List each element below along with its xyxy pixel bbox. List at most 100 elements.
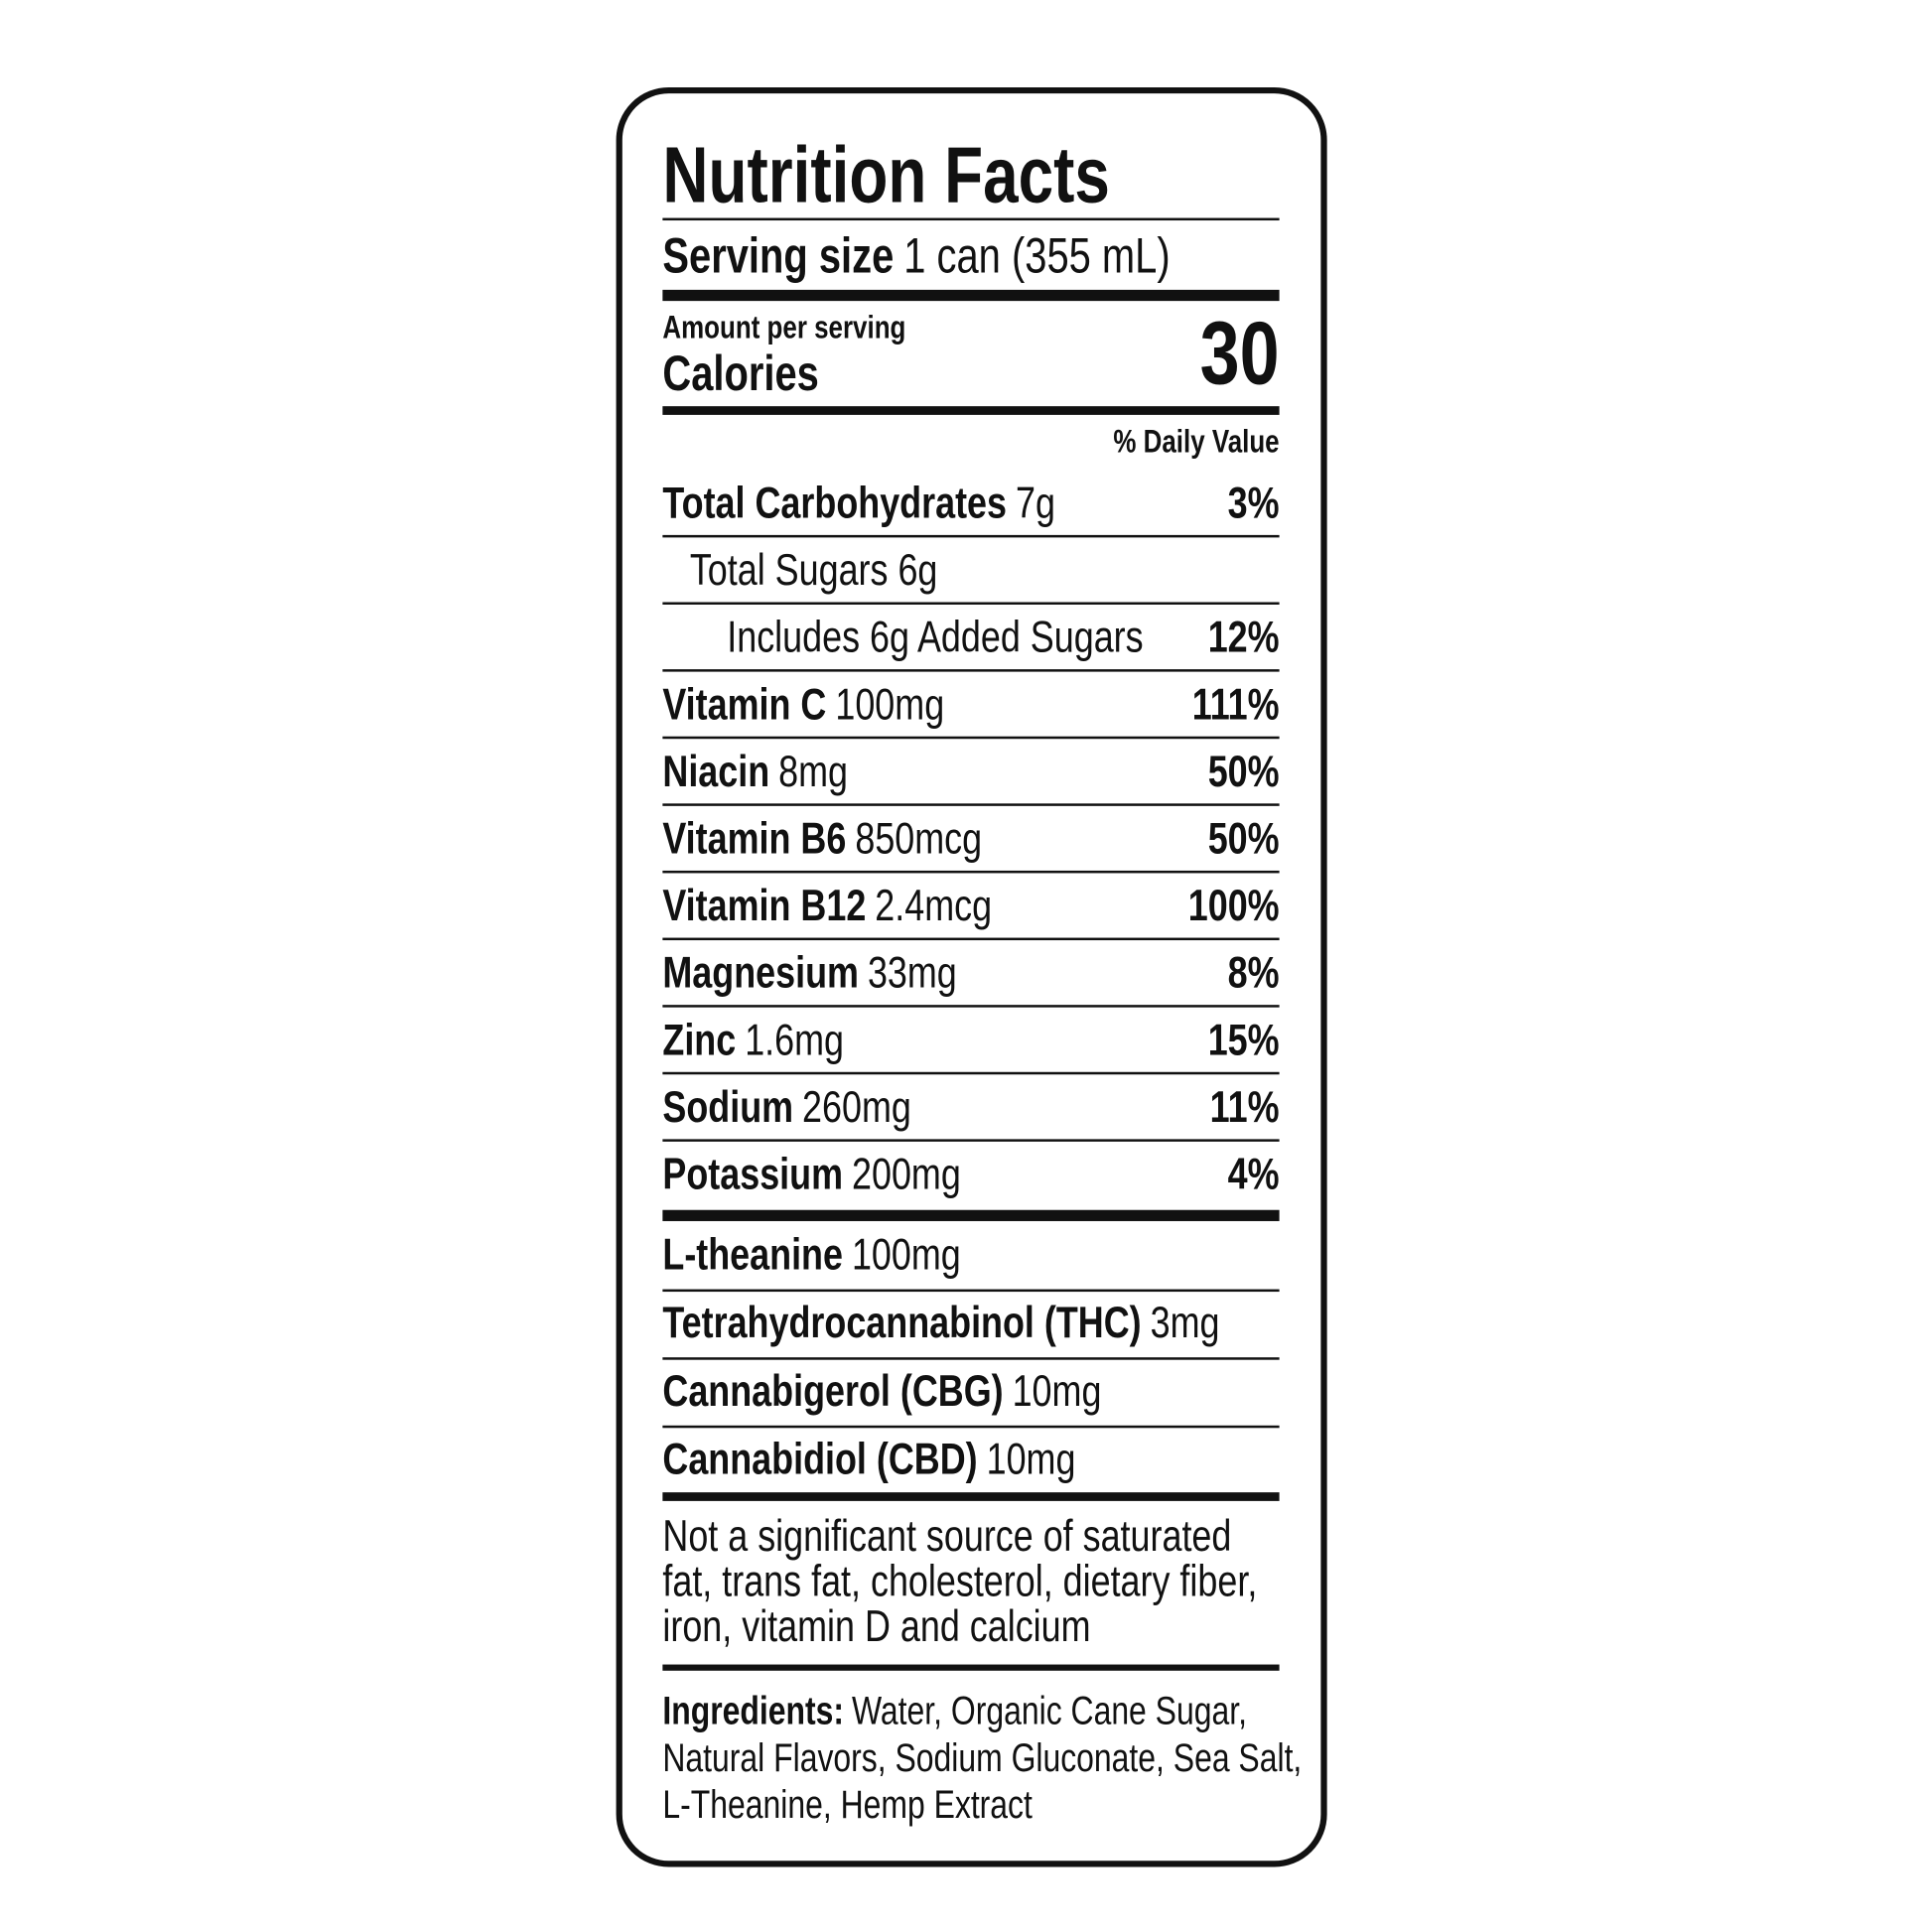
footnote-line: iron, vitamin D and calcium [662,1600,1090,1651]
nutrient-row-part: 100mg [835,678,944,729]
ingredients-line-part: Natural Flavors, Sodium Gluconate, Sea S… [662,1734,1302,1779]
daily-value-part: 50% [1208,746,1280,796]
nutrient-row: Potassium 200mg [662,1149,960,1199]
daily-value-part: 4% [1228,1149,1280,1199]
serving-size-part: 1 can (355 mL) [903,227,1170,283]
label-border [616,86,1327,1867]
nutrient-row-part: Vitamin B12 [662,880,866,930]
daily-value-part: 8% [1228,947,1280,998]
divider [662,1005,1280,1008]
nutrient-row-group: Potassium 200mg [662,1149,960,1199]
divider [662,602,1280,605]
calories-value-group: 30 [1200,304,1280,403]
nutrient-row-part: 33mg [868,947,957,998]
nutrient-row-part: Niacin [662,746,769,796]
nutrient-row-part: 2.4mcg [875,880,992,930]
footnote-line-group: fat, trans fat, cholesterol, dietary fib… [662,1555,1257,1605]
divider [662,217,1280,221]
thick-divider [662,1492,1280,1501]
daily-value-header-part: % Daily Value [1113,424,1279,460]
title-group: Nutrition Facts [662,132,1110,219]
daily-value-part: 11% [1210,1081,1280,1132]
nutrient-row: Zinc 1.6mg [662,1014,844,1064]
ingredients-line-part: Ingredients: [662,1688,844,1732]
daily-value: 100% [1188,880,1280,930]
daily-value-group: 11% [1210,1081,1280,1132]
daily-value-part: 100% [1188,880,1280,930]
nutrient-row-part: 8mg [778,746,848,796]
nutrient-row-part: 850mcg [855,813,982,864]
other-ingredient-row-group: Tetrahydrocannabinol (THC) 3mg [662,1297,1219,1347]
daily-value: 11% [1210,1081,1280,1132]
daily-value-group: 3% [1228,478,1280,528]
other-ingredient-row-part: 3mg [1151,1297,1220,1347]
nutrient-row-group: Magnesium 33mg [662,947,956,998]
nutrient-row-part: 7g [1016,478,1055,528]
nutrient-row-part: 1.6mg [745,1014,844,1064]
daily-value: 4% [1228,1149,1280,1199]
other-ingredient-row: Cannabidiol (CBD) 10mg [662,1434,1075,1484]
daily-value-group: 4% [1228,1149,1280,1199]
nutrient-row-group: Total Carbohydrates 7g [662,478,1055,528]
ingredients-line-group: Ingredients: Water, Organic Cane Sugar, [662,1688,1247,1732]
nutrient-row: Magnesium 33mg [662,947,956,998]
amount-per-serving-part: Amount per serving [662,310,905,345]
nutrient-row-part: 260mg [802,1081,911,1132]
daily-value-header: % Daily Value [1113,424,1279,460]
nutrient-row-group: Vitamin B12 2.4mcg [662,880,992,930]
nutrient-row: Vitamin C 100mg [662,678,944,729]
divider [662,669,1280,672]
ingredients-line-part: L-Theanine, Hemp Extract [662,1782,1033,1827]
ingredients-line: Ingredients: Water, Organic Cane Sugar, [662,1688,1247,1732]
thick-divider [662,1209,1280,1221]
daily-value-group: 50% [1208,813,1280,864]
footnote-line-group: Not a significant source of saturated [662,1510,1231,1561]
divider [662,870,1280,874]
daily-value-group: 15% [1208,1014,1280,1064]
divider [662,1357,1280,1360]
daily-value-part: 111% [1192,678,1280,729]
divider [662,803,1280,806]
other-ingredient-row-group: L-theanine 100mg [662,1229,960,1280]
footnote-line-part: iron, vitamin D and calcium [662,1600,1090,1651]
daily-value: 15% [1208,1014,1280,1064]
nutrient-row-group: Sodium 260mg [662,1081,911,1132]
daily-value-part: 12% [1208,612,1280,662]
daily-value: 12% [1208,612,1280,662]
divider [662,534,1280,538]
thick-divider [662,406,1280,415]
divider [662,1289,1280,1293]
nutrient-row-part: Sodium [662,1081,793,1132]
other-ingredient-row-part: Tetrahydrocannabinol (THC) [662,1297,1141,1347]
other-ingredient-row: Tetrahydrocannabinol (THC) 3mg [662,1297,1219,1347]
ingredients-line: Natural Flavors, Sodium Gluconate, Sea S… [662,1734,1302,1779]
daily-value-header-group: % Daily Value [1113,424,1279,460]
daily-value-part: 50% [1208,813,1280,864]
nutrient-row-part: Potassium [662,1149,843,1199]
nutrient-row-group: Niacin 8mg [662,746,848,796]
footnote-line: Not a significant source of saturated [662,1510,1231,1561]
daily-value-group: 111% [1192,678,1280,729]
calories-value-part: 30 [1200,304,1280,403]
nutrient-row: Vitamin B12 2.4mcg [662,880,992,930]
daily-value: 111% [1192,678,1280,729]
footnote-line-group: iron, vitamin D and calcium [662,1600,1090,1651]
nutrient-row-part: Includes 6g Added Sugars [727,612,1143,662]
daily-value-group: 50% [1208,746,1280,796]
title: Nutrition Facts [662,132,1110,219]
nutrient-row-group: Includes 6g Added Sugars [727,612,1143,662]
nutrient-row-part: Magnesium [662,947,859,998]
nutrient-row-group: Vitamin B6 850mcg [662,813,982,864]
other-ingredient-row-part: Cannabidiol (CBD) [662,1434,977,1484]
daily-value-part: 3% [1228,478,1280,528]
calories-label-part: Calories [662,345,818,401]
daily-value-part: 15% [1208,1014,1280,1064]
amount-per-serving: Amount per serving [662,310,905,345]
ingredients-line-group: Natural Flavors, Sodium Gluconate, Sea S… [662,1734,1302,1779]
thick-divider [662,289,1280,302]
divider [662,1425,1280,1429]
footnote-line-part: fat, trans fat, cholesterol, dietary fib… [662,1555,1257,1605]
daily-value-group: 8% [1228,947,1280,998]
